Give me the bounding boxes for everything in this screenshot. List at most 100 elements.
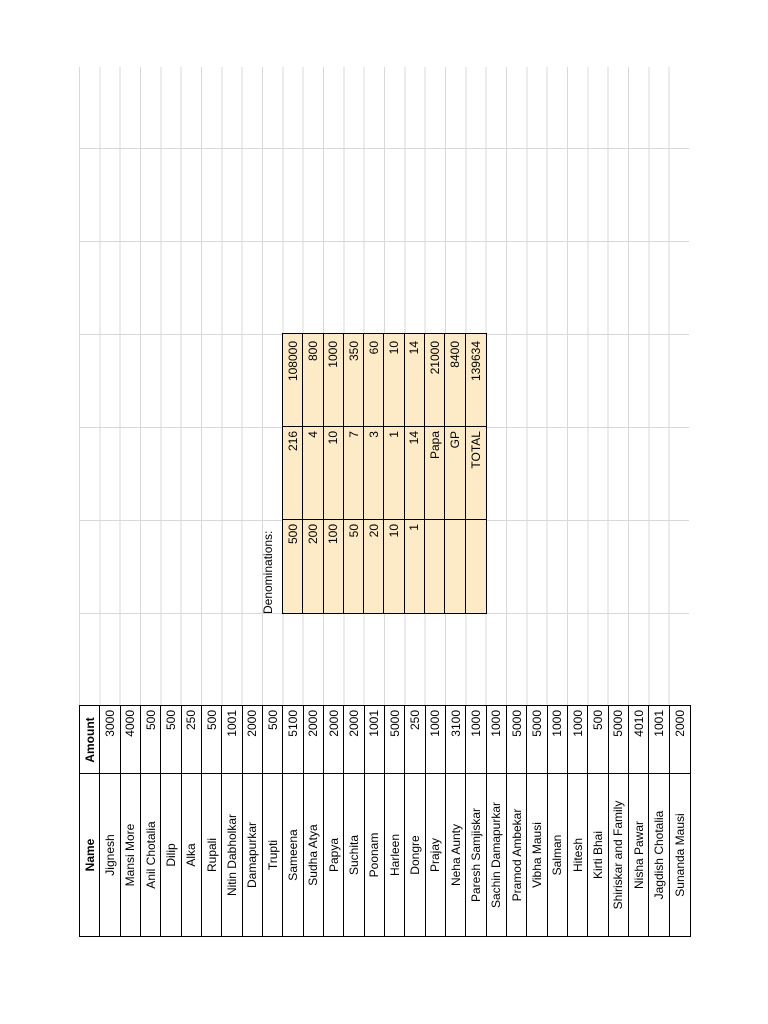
- cell-amount: 250: [184, 710, 199, 731]
- rotated-spreadsheet-page: Name Amount Jignesh 3000 Mansi More 4000 Anil …: [79, 67, 691, 957]
- cell-total: 21000: [427, 341, 442, 375]
- cell-note: 20: [366, 524, 381, 538]
- denomination-row: 1 14 14: [404, 334, 426, 613]
- cell-total: 8400: [448, 341, 463, 368]
- header-name: Name: [82, 838, 97, 872]
- table-row: Harleen 5000: [385, 706, 406, 936]
- cell-note: 200: [305, 524, 320, 545]
- cell-name: Anil Chotalia: [143, 821, 158, 889]
- table-row: Sachin Damapurkar 1000: [486, 706, 507, 936]
- cell-note: 500: [285, 524, 300, 545]
- cell-amount: 500: [590, 710, 605, 731]
- cell-amount: 5100: [285, 710, 300, 737]
- table-row: Trupti 500: [263, 706, 284, 936]
- cell-name: Dilip: [163, 843, 178, 867]
- column-divider: [283, 426, 486, 427]
- cell-count: 1: [387, 431, 402, 438]
- cell-name: Jagdish Chotalia: [651, 810, 666, 900]
- cell-total: 800: [305, 341, 320, 362]
- table-row: Jignesh 3000: [100, 706, 121, 936]
- cell-count: TOTAL: [468, 431, 483, 469]
- cell-total: 14: [407, 341, 422, 355]
- table-row: Sudha Atya 2000: [303, 706, 324, 936]
- cell-amount: 500: [143, 710, 158, 731]
- cell-note: 100: [326, 524, 341, 545]
- cell-amount: 2000: [306, 710, 321, 737]
- cell-name: Neha Aunty: [448, 823, 463, 887]
- table-row: Nitin Dabholkar 1001: [222, 706, 243, 936]
- denomination-row: 50 7 350: [343, 334, 365, 613]
- cell-amount: 1000: [550, 710, 565, 737]
- denominations-title: Denominations:: [261, 530, 275, 614]
- table-row: Anil Chotalia 500: [141, 706, 162, 936]
- denomination-row: Papa 21000: [425, 334, 446, 613]
- cell-amount: 5000: [387, 710, 402, 737]
- cell-count: 3: [366, 431, 381, 438]
- cell-amount: 1000: [428, 710, 443, 737]
- table-row: Mansi More 4000: [120, 706, 141, 936]
- table-row: Pramod Ambekar 5000: [507, 706, 528, 936]
- cell-name: Hitesh: [570, 838, 585, 873]
- cell-amount: 2000: [672, 710, 687, 737]
- denomination-row: 20 3 60: [364, 334, 385, 613]
- denomination-row: TOTAL 139634: [466, 334, 486, 613]
- cell-name: Prajay: [428, 838, 443, 873]
- cell-name: Sameena: [285, 829, 300, 881]
- cell-count: 216: [285, 431, 300, 452]
- table-row: Papya 2000: [324, 706, 345, 936]
- cell-amount: 2000: [346, 710, 361, 737]
- cell-total: 1000: [326, 341, 341, 368]
- cell-amount: 1000: [489, 710, 504, 737]
- cell-total: 108000: [285, 341, 300, 382]
- cell-name: Paresh Samjiskar: [468, 807, 483, 903]
- cell-name: Nisha Pawar: [631, 820, 646, 890]
- denomination-row: 500 216 108000: [283, 334, 304, 613]
- cell-name: Poonam: [367, 832, 382, 878]
- cell-amount: 1000: [570, 710, 585, 737]
- denominations-table: 500 216 108000 200 4 800 100 10 1000 50 7 350 20 3 60 1…: [282, 333, 487, 614]
- cell-name: Harleen: [387, 833, 402, 877]
- cell-amount: 4000: [123, 710, 138, 737]
- cell-count: Papa: [427, 431, 442, 460]
- cell-amount: 2000: [326, 710, 341, 737]
- table-row: Dilip 500: [161, 706, 182, 936]
- cell-count: GP: [448, 431, 463, 449]
- table-row: Poonam 1001: [364, 706, 385, 936]
- cell-amount: 500: [163, 710, 178, 731]
- cell-amount: 1000: [468, 710, 483, 737]
- table-row: Rupali 500: [202, 706, 223, 936]
- cell-amount: 3100: [448, 710, 463, 737]
- table-row: Vibha Mausi 5000: [527, 706, 548, 936]
- column-divider: [80, 773, 690, 774]
- cell-name: Jignesh: [102, 834, 117, 876]
- cell-name: Shiriskar and Family: [611, 800, 626, 910]
- cell-name: Sachin Damapurkar: [489, 801, 504, 909]
- cell-total: 350: [346, 341, 361, 362]
- cell-name: Dongre: [407, 835, 422, 875]
- cell-amount: 1001: [224, 710, 239, 737]
- cell-name: Alka: [184, 843, 199, 867]
- table-row: Suchita 2000: [344, 706, 365, 936]
- cell-note: 10: [387, 524, 402, 538]
- cell-note: 1: [407, 524, 422, 531]
- contributions-table: Name Amount Jignesh 3000 Mansi More 4000 Anil …: [79, 705, 691, 937]
- cell-total: 139634: [468, 341, 483, 382]
- cell-amount: 500: [265, 710, 280, 731]
- table-header-row: Name Amount: [80, 706, 101, 936]
- cell-name: Mansi More: [123, 823, 138, 887]
- denomination-row: 10 1 10: [384, 334, 405, 613]
- cell-name: Trupti: [265, 839, 280, 871]
- cell-name: Suchita: [346, 834, 361, 876]
- cell-count: 10: [326, 431, 341, 445]
- denomination-row: 200 4 800: [303, 334, 324, 613]
- cell-amount: 500: [204, 710, 219, 731]
- table-row: Prajay 1000: [425, 706, 446, 936]
- cell-note: [425, 520, 444, 613]
- table-row: Alka 250: [181, 706, 202, 936]
- denomination-row: GP 8400: [445, 334, 466, 613]
- cell-name: Papya: [326, 837, 341, 873]
- cell-amount: 5000: [611, 710, 626, 737]
- cell-name: Pramod Ambekar: [509, 808, 524, 902]
- column-divider: [283, 519, 486, 520]
- cell-note: [445, 520, 464, 613]
